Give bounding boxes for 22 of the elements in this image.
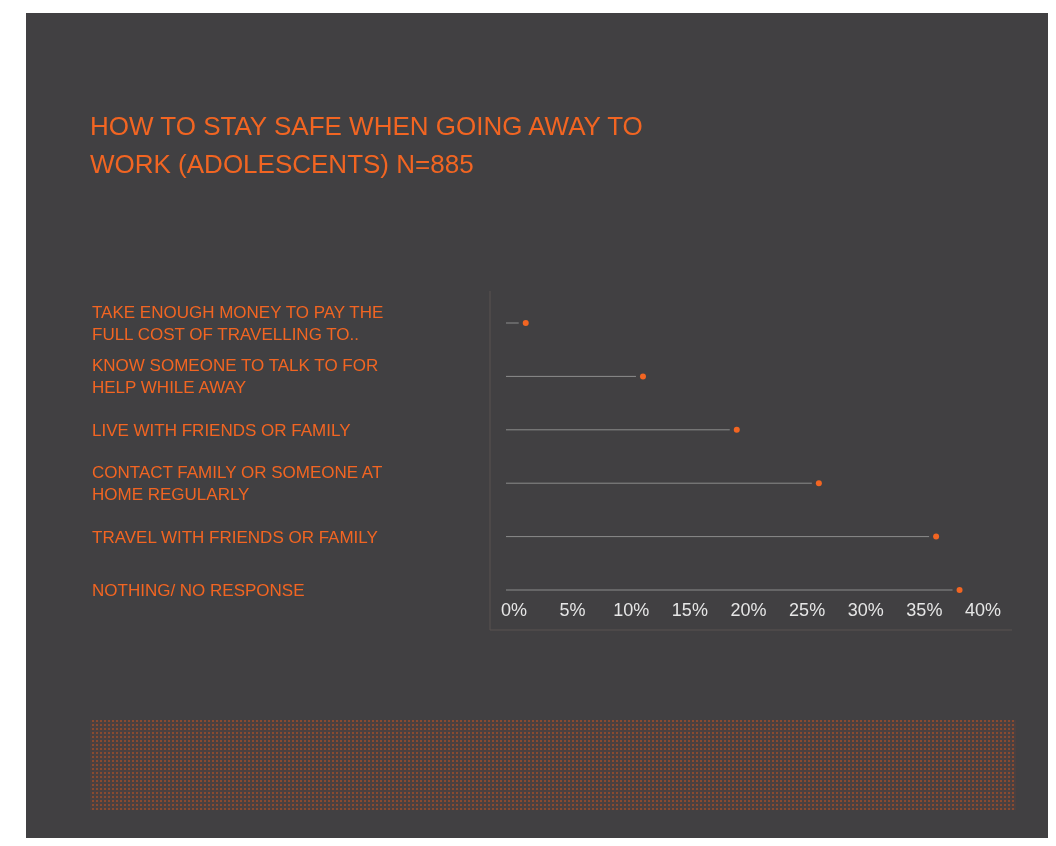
x-tick-label: 0% bbox=[500, 600, 528, 620]
point bbox=[956, 587, 963, 593]
x-tick-label: 15% bbox=[671, 600, 708, 620]
x-tick-label: 5% bbox=[559, 600, 586, 620]
x-tick-label: 40% bbox=[964, 600, 1002, 620]
x-tick-label: 35% bbox=[906, 600, 943, 620]
y-tick-label: CONTACT FAMILY OR SOMEONE AT HOME REGULARLY bbox=[92, 462, 383, 504]
point bbox=[639, 373, 646, 380]
point bbox=[522, 320, 529, 326]
y-tick-label: TRAVEL WITH FRIENDS OR FAMILY bbox=[92, 527, 378, 547]
y-tick-label: KNOW SOMEONE TO TALK TO FOR HELP WHILE AWAY bbox=[92, 355, 379, 397]
chart-title: HOW TO STAY SAFE WHEN GOING AWAY TO WORK (ADOLESCENTS) N=885 bbox=[90, 111, 643, 179]
y-tick-label: NOTHING/ NO RESPONSE bbox=[92, 580, 305, 600]
x-tick-label: 20% bbox=[730, 600, 767, 620]
x-tick-label: 30% bbox=[847, 600, 884, 620]
y-tick-label: LIVE WITH FRIENDS OR FAMILY bbox=[92, 420, 351, 440]
x-tick-label: 25% bbox=[789, 600, 826, 620]
point bbox=[815, 480, 822, 487]
x-tick-label: 10% bbox=[613, 600, 650, 620]
y-tick-label: TAKE ENOUGH MONEY TO PAY THE FULL COST OF TRAVELLING TO.. bbox=[92, 302, 384, 344]
point bbox=[933, 533, 940, 540]
point bbox=[733, 426, 740, 433]
